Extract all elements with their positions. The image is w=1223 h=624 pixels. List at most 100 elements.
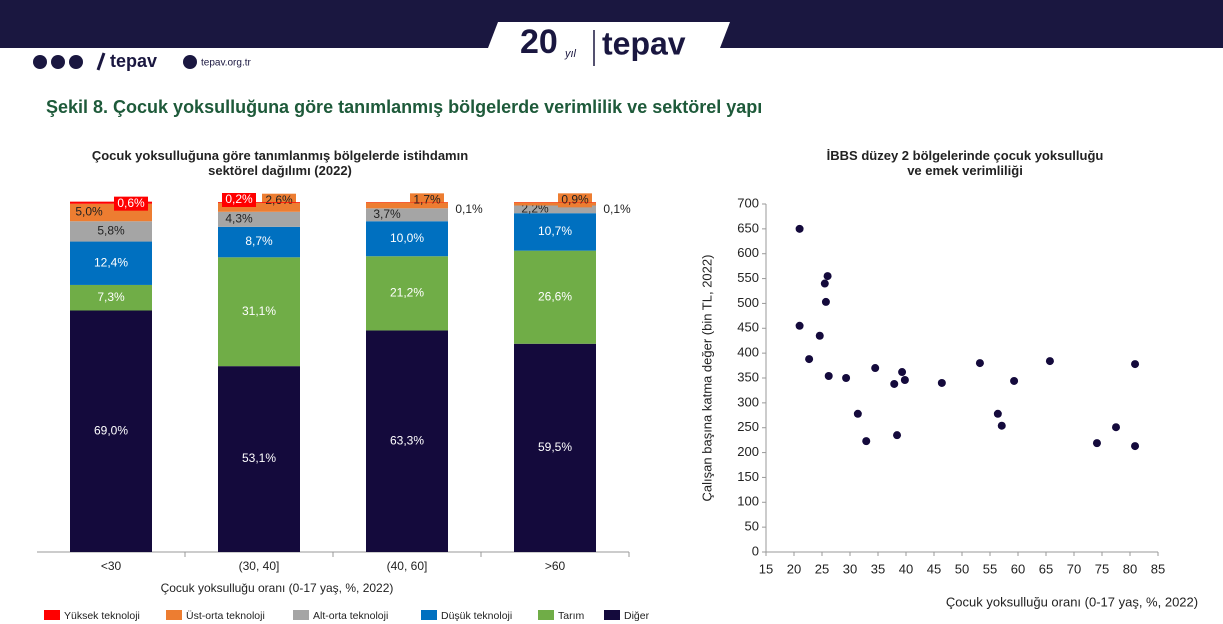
site: tepav.org.tr <box>201 58 252 69</box>
point <box>805 355 814 364</box>
point <box>900 375 909 384</box>
value-label: 3,7% <box>373 207 401 221</box>
legend-swatch <box>293 610 309 620</box>
badge-suffix: yıl <box>564 48 577 60</box>
legend-label: Düşük teknoloji <box>441 610 512 622</box>
point <box>795 224 804 233</box>
bar-chart: Çocuk yoksulluğuna göre tanımlanmış bölg… <box>37 148 650 622</box>
point <box>862 437 871 446</box>
bar-segment <box>514 213 596 251</box>
legend-swatch <box>44 610 60 620</box>
x-tick-label: <30 <box>101 559 122 573</box>
bar-segment <box>514 343 596 552</box>
value-label: 53,1% <box>242 451 276 465</box>
value-label: 0,6% <box>117 196 145 210</box>
y-tick-label: 100 <box>737 494 759 509</box>
point <box>1131 442 1140 451</box>
value-label: 31,1% <box>242 304 276 318</box>
y-tick-label: 400 <box>737 345 759 360</box>
bar-segment <box>218 202 300 203</box>
value-label: 2,6% <box>265 193 293 207</box>
x-tick-label: 85 <box>1151 561 1165 576</box>
y-tick-label: 650 <box>737 220 759 235</box>
x-tick-label: 25 <box>815 561 829 576</box>
value-label: 5,0% <box>75 205 103 219</box>
y-tick-label: 150 <box>737 469 759 484</box>
legend-swatch <box>421 610 437 620</box>
bar-segment <box>218 226 300 258</box>
x-tick-label: 30 <box>843 561 857 576</box>
icon-linkedin <box>69 55 83 69</box>
point <box>824 372 833 381</box>
x-tick-label: 80 <box>1123 561 1137 576</box>
bar-segment <box>514 205 596 214</box>
bar-segment <box>514 250 596 344</box>
legend-label: Üst-orta teknoloji <box>186 610 265 622</box>
label-box <box>222 193 256 207</box>
y-tick-label: 550 <box>737 270 759 285</box>
point <box>898 368 907 377</box>
label-box <box>410 193 444 208</box>
legend-label: Yüksek teknoloji <box>64 610 140 622</box>
label-box <box>114 196 148 211</box>
legend-label: Diğer <box>624 610 650 622</box>
bar-segment <box>218 211 300 227</box>
bar-segment <box>366 256 448 331</box>
point <box>1010 376 1019 385</box>
value-label: 26,6% <box>538 289 572 303</box>
y-tick-label: 250 <box>737 419 759 434</box>
value-label: 1,7% <box>413 193 441 207</box>
bar-segment <box>70 201 152 204</box>
value-label: 69,0% <box>94 423 128 437</box>
point <box>997 421 1006 430</box>
bar-segment <box>218 202 300 212</box>
value-label: 7,3% <box>97 290 125 304</box>
x-tick-label: 50 <box>955 561 969 576</box>
x-tick-label: 35 <box>871 561 885 576</box>
point <box>1045 357 1054 366</box>
bar-segment <box>70 310 152 552</box>
bar-segment <box>70 284 152 311</box>
value-label: 8,7% <box>245 234 273 248</box>
bar-segment <box>70 241 152 285</box>
bar-segment <box>70 221 152 242</box>
bar-segment <box>218 366 300 552</box>
point <box>975 359 984 368</box>
value-label: 10,7% <box>538 224 572 238</box>
value-label: 63,3% <box>390 433 424 447</box>
y-tick-label: 50 <box>745 519 759 534</box>
x-tick-label: 65 <box>1039 561 1053 576</box>
x-axis-label: Çocuk yoksulluğu oranı (0-17 yaş, %, 202… <box>946 594 1198 609</box>
point <box>820 279 829 288</box>
bar-segment <box>366 221 448 257</box>
badge-number: 20 <box>520 23 558 61</box>
y-tick-label: 450 <box>737 320 759 335</box>
y-tick-label: 600 <box>737 245 759 260</box>
point <box>842 374 851 382</box>
bar-segment <box>366 208 448 222</box>
chart-title: İBBS düzey 2 bölgelerinde çocuk yoksullu… <box>827 148 1104 178</box>
point <box>795 321 804 330</box>
x-tick-label: 20 <box>787 561 801 576</box>
bar-segment <box>218 257 300 367</box>
value-label: 0,9% <box>561 193 589 207</box>
value-label: 0,1% <box>603 202 631 216</box>
x-axis-label: Çocuk yoksulluğu oranı (0-17 yaş, %, 202… <box>161 581 394 595</box>
label-box <box>262 193 296 208</box>
x-tick-label: (40, 60] <box>387 559 428 573</box>
bar-segment <box>366 330 448 552</box>
x-tick-label: (30, 40] <box>239 559 280 573</box>
y-tick-label: 200 <box>737 444 759 459</box>
point <box>1112 423 1120 432</box>
point <box>890 379 899 388</box>
y-tick-label: 300 <box>737 394 759 409</box>
figure-title: Şekil 8. Çocuk yoksulluğuna göre tanımla… <box>46 97 762 117</box>
label-box <box>558 193 592 208</box>
point <box>853 409 862 418</box>
legend-swatch <box>538 610 554 620</box>
icon-x <box>33 55 47 69</box>
point <box>893 431 902 440</box>
point <box>1092 439 1101 448</box>
value-label: 10,0% <box>390 231 424 245</box>
